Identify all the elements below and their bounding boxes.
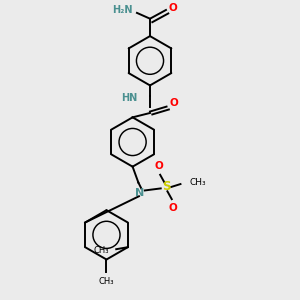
Text: O: O: [169, 203, 178, 213]
Text: CH₃: CH₃: [94, 246, 109, 255]
Text: CH₃: CH₃: [189, 178, 206, 187]
Text: O: O: [154, 161, 163, 171]
Text: S: S: [162, 181, 170, 194]
Text: CH₃: CH₃: [99, 277, 114, 286]
Text: N: N: [135, 188, 145, 198]
Text: O: O: [170, 98, 178, 108]
Text: H₂N: H₂N: [112, 5, 133, 15]
Text: HN: HN: [121, 94, 137, 103]
Text: O: O: [169, 3, 178, 13]
